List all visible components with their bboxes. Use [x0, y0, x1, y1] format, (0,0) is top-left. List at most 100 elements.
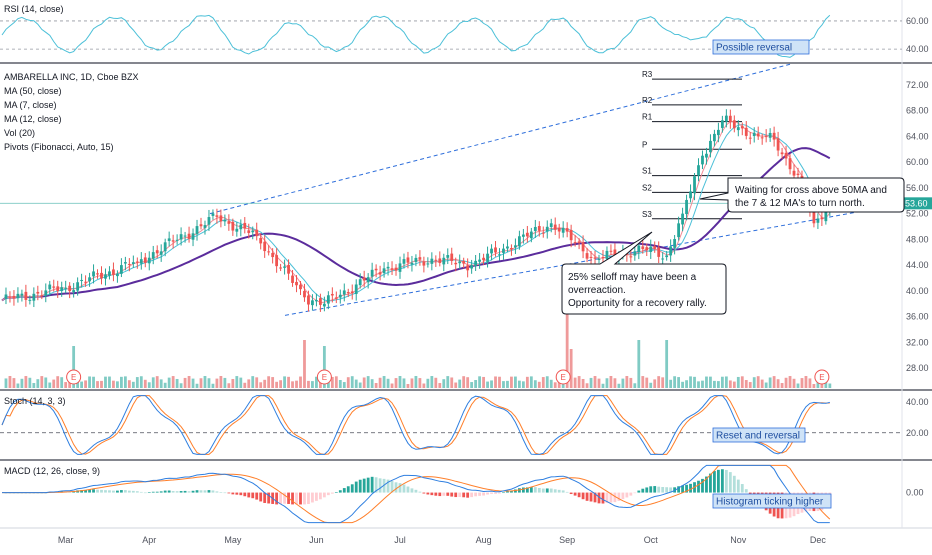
candle[interactable]	[677, 223, 680, 238]
candle[interactable]	[163, 242, 167, 252]
candle[interactable]	[319, 298, 322, 305]
candle[interactable]	[442, 257, 446, 265]
candle[interactable]	[279, 267, 282, 269]
candle[interactable]	[406, 257, 410, 263]
earnings-marker[interactable]	[316, 369, 332, 385]
candle[interactable]	[235, 228, 239, 232]
candle[interactable]	[48, 284, 52, 290]
candle[interactable]	[637, 245, 641, 253]
candle[interactable]	[486, 253, 489, 262]
candle[interactable]	[358, 279, 362, 286]
candle[interactable]	[303, 290, 306, 298]
candle[interactable]	[681, 213, 684, 225]
candle[interactable]	[577, 241, 581, 243]
candle[interactable]	[64, 287, 68, 289]
candle[interactable]	[430, 258, 434, 264]
candle[interactable]	[402, 259, 406, 264]
candle[interactable]	[56, 286, 60, 292]
candle[interactable]	[330, 293, 334, 296]
candle[interactable]	[398, 263, 402, 272]
candle[interactable]	[713, 133, 716, 142]
candle[interactable]	[183, 235, 187, 237]
candle[interactable]	[518, 236, 521, 247]
candle[interactable]	[446, 255, 450, 258]
candle[interactable]	[346, 292, 350, 294]
candle[interactable]	[641, 246, 645, 250]
candle[interactable]	[219, 215, 223, 222]
candle[interactable]	[251, 230, 255, 233]
candle[interactable]	[84, 281, 87, 283]
candle[interactable]	[378, 272, 382, 275]
candle[interactable]	[673, 239, 677, 248]
candle[interactable]	[545, 226, 549, 232]
candle[interactable]	[418, 257, 422, 260]
candle[interactable]	[426, 263, 430, 265]
candle[interactable]	[191, 233, 195, 240]
candle[interactable]	[720, 120, 724, 128]
candle[interactable]	[661, 258, 665, 260]
candle[interactable]	[239, 224, 243, 230]
candle[interactable]	[32, 293, 36, 301]
candle[interactable]	[633, 251, 637, 256]
candle[interactable]	[816, 218, 820, 223]
candle[interactable]	[780, 152, 784, 155]
candle[interactable]	[143, 257, 147, 263]
candle[interactable]	[28, 299, 32, 301]
candle[interactable]	[613, 249, 617, 257]
candle[interactable]	[175, 239, 179, 241]
candle[interactable]	[466, 265, 470, 271]
candle[interactable]	[322, 303, 326, 307]
candle[interactable]	[350, 291, 354, 294]
candle[interactable]	[315, 300, 318, 302]
candle[interactable]	[573, 242, 577, 244]
candle[interactable]	[609, 250, 613, 252]
candle[interactable]	[581, 242, 585, 252]
candle[interactable]	[151, 252, 155, 259]
candle[interactable]	[211, 213, 215, 216]
candle[interactable]	[382, 268, 386, 274]
candle[interactable]	[187, 233, 191, 239]
candle[interactable]	[394, 267, 398, 271]
candle[interactable]	[776, 138, 780, 151]
candle[interactable]	[267, 251, 271, 253]
candle[interactable]	[569, 229, 573, 241]
upper-trend-line[interactable]	[209, 63, 791, 215]
candle[interactable]	[788, 158, 792, 170]
candle[interactable]	[20, 293, 24, 296]
candle[interactable]	[76, 282, 80, 291]
candle[interactable]	[657, 247, 661, 257]
candle[interactable]	[366, 277, 370, 283]
candle[interactable]	[454, 262, 458, 265]
candle[interactable]	[478, 259, 481, 262]
candle[interactable]	[326, 295, 330, 304]
candle[interactable]	[414, 257, 418, 262]
candle[interactable]	[263, 241, 267, 252]
candle[interactable]	[80, 279, 83, 281]
candle[interactable]	[354, 284, 358, 295]
candle[interactable]	[510, 247, 513, 250]
candle[interactable]	[593, 257, 597, 259]
candle[interactable]	[701, 155, 704, 165]
candle[interactable]	[768, 132, 772, 138]
candle[interactable]	[287, 264, 290, 274]
candle[interactable]	[585, 253, 589, 259]
candle[interactable]	[199, 224, 203, 227]
candle[interactable]	[760, 137, 764, 139]
earnings-marker[interactable]	[555, 369, 571, 385]
candle[interactable]	[796, 173, 800, 175]
candle[interactable]	[812, 211, 816, 224]
candle[interactable]	[207, 217, 211, 225]
candle[interactable]	[203, 225, 207, 228]
candle[interactable]	[40, 295, 44, 297]
candle[interactable]	[68, 285, 72, 292]
candle[interactable]	[717, 129, 720, 136]
candle[interactable]	[756, 133, 760, 137]
candle[interactable]	[247, 230, 251, 233]
candle[interactable]	[12, 295, 16, 299]
candle[interactable]	[565, 228, 569, 232]
candle[interactable]	[139, 259, 143, 264]
candle[interactable]	[227, 221, 231, 224]
candle[interactable]	[299, 284, 302, 290]
candle[interactable]	[537, 226, 541, 231]
candle[interactable]	[171, 240, 175, 242]
